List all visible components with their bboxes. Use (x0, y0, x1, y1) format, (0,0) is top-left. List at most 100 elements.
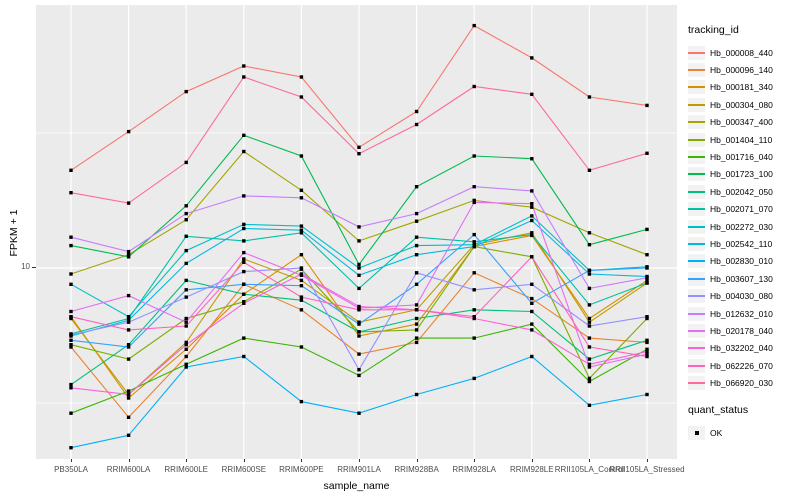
data-point-marker (299, 345, 304, 349)
data-point-marker (184, 204, 188, 208)
data-point-marker (69, 386, 73, 390)
data-point-marker (126, 249, 131, 254)
data-point-marker (69, 191, 73, 195)
data-point-marker (357, 352, 361, 356)
y-axis-title: FPKM + 1 (8, 209, 20, 257)
data-point-marker (587, 357, 592, 361)
legend-item-label: Hb_003607_130 (710, 273, 773, 284)
data-point-marker (587, 324, 592, 328)
legend-key-line-icon (688, 51, 705, 54)
data-point-marker (587, 403, 592, 407)
data-point-marker (587, 268, 592, 273)
data-point-marker (357, 308, 361, 312)
data-point-marker (299, 196, 304, 200)
data-point-marker (587, 362, 592, 366)
legend-key-line-icon (688, 329, 705, 332)
legend-key-line-icon (688, 277, 705, 280)
data-point-marker (242, 222, 246, 227)
x-tick-mark (589, 459, 591, 462)
data-point-marker (242, 282, 246, 286)
legend-key-line-icon (688, 225, 705, 228)
legend-key-line-icon (688, 138, 705, 141)
data-point-marker (242, 64, 246, 68)
data-point-marker (472, 244, 476, 249)
x-tick-label: RRIM600SE (221, 465, 267, 474)
data-point-marker (530, 231, 534, 235)
data-point-marker (126, 253, 131, 257)
data-point-marker (414, 122, 419, 127)
data-point-marker (299, 95, 304, 99)
data-point-marker (530, 282, 534, 286)
legend-key-line-icon (688, 242, 705, 245)
data-point-marker (69, 316, 73, 321)
data-point-marker (587, 376, 592, 381)
data-point-marker (530, 322, 534, 326)
data-point-marker (242, 269, 246, 274)
data-point-marker (126, 318, 131, 322)
legend-series-list: Hb_000008_440 Hb_000096_140 Hb_000181_340 H… (688, 44, 798, 392)
data-point-marker (242, 133, 246, 137)
legend: tracking_id Hb_000008_440 Hb_000096_140 Hb… (688, 24, 798, 441)
x-tick-mark (474, 459, 476, 462)
data-point-marker (414, 109, 419, 114)
data-point-marker (357, 152, 361, 156)
data-point-marker (126, 396, 131, 400)
square-point-icon (694, 430, 699, 435)
data-point-marker (357, 330, 361, 334)
data-point-marker (414, 322, 419, 326)
data-point-marker (530, 56, 534, 60)
data-point-marker (414, 316, 419, 321)
data-point-marker (414, 336, 419, 340)
data-point-marker (184, 324, 188, 328)
data-point-marker (69, 446, 73, 450)
data-point-marker (69, 235, 73, 239)
data-point-marker (299, 284, 304, 288)
data-point-marker (645, 316, 649, 321)
legend-item: Hb_000096_140 (688, 61, 798, 78)
data-point-marker (242, 226, 246, 231)
legend-item-label: Hb_012632_010 (710, 308, 773, 319)
x-tick-label: RRII105LA_Control (554, 465, 625, 474)
data-point-marker (126, 320, 131, 324)
data-point-marker (472, 232, 476, 237)
legend-key (688, 254, 705, 269)
x-tick-label: RRIM600LA (106, 465, 151, 474)
data-point-marker (184, 354, 188, 359)
x-tick-label: RRIM901LA (337, 465, 381, 474)
data-point-marker (299, 188, 304, 192)
data-point-marker (530, 218, 534, 223)
data-point-marker (69, 243, 73, 248)
legend-item-label: Hb_002042_050 (710, 186, 773, 197)
data-point-marker (357, 320, 361, 324)
legend-item: Hb_032202_040 (688, 340, 798, 357)
data-point-marker (184, 288, 188, 292)
data-point-marker (530, 202, 534, 206)
x-tick-mark (71, 459, 72, 462)
data-point-marker (357, 322, 361, 326)
data-point-marker (69, 345, 73, 349)
x-tick-label: RRII105LA_Stressed (609, 465, 685, 474)
data-point-marker (69, 333, 73, 337)
legend-key (688, 80, 705, 95)
data-point-marker (414, 392, 419, 397)
data-point-marker (530, 189, 534, 193)
data-point-marker (126, 392, 131, 397)
data-point-marker (587, 286, 592, 291)
data-point-marker (126, 255, 131, 259)
x-tick-mark (647, 459, 648, 462)
quant-legend-label: OK (710, 427, 723, 438)
legend-key (688, 97, 705, 112)
data-point-marker (587, 231, 592, 235)
data-point-marker (587, 272, 592, 276)
data-point-marker (126, 389, 131, 393)
data-point-marker (645, 151, 649, 155)
legend-item: Hb_002042_050 (688, 183, 798, 200)
data-point-marker (184, 234, 188, 238)
legend-key (688, 45, 705, 60)
legend-key (688, 219, 705, 234)
data-point-marker (472, 316, 476, 321)
legend-key-line-icon (688, 295, 705, 298)
data-point-marker (69, 338, 73, 342)
data-point-marker (242, 354, 246, 359)
data-point-marker (299, 228, 304, 232)
